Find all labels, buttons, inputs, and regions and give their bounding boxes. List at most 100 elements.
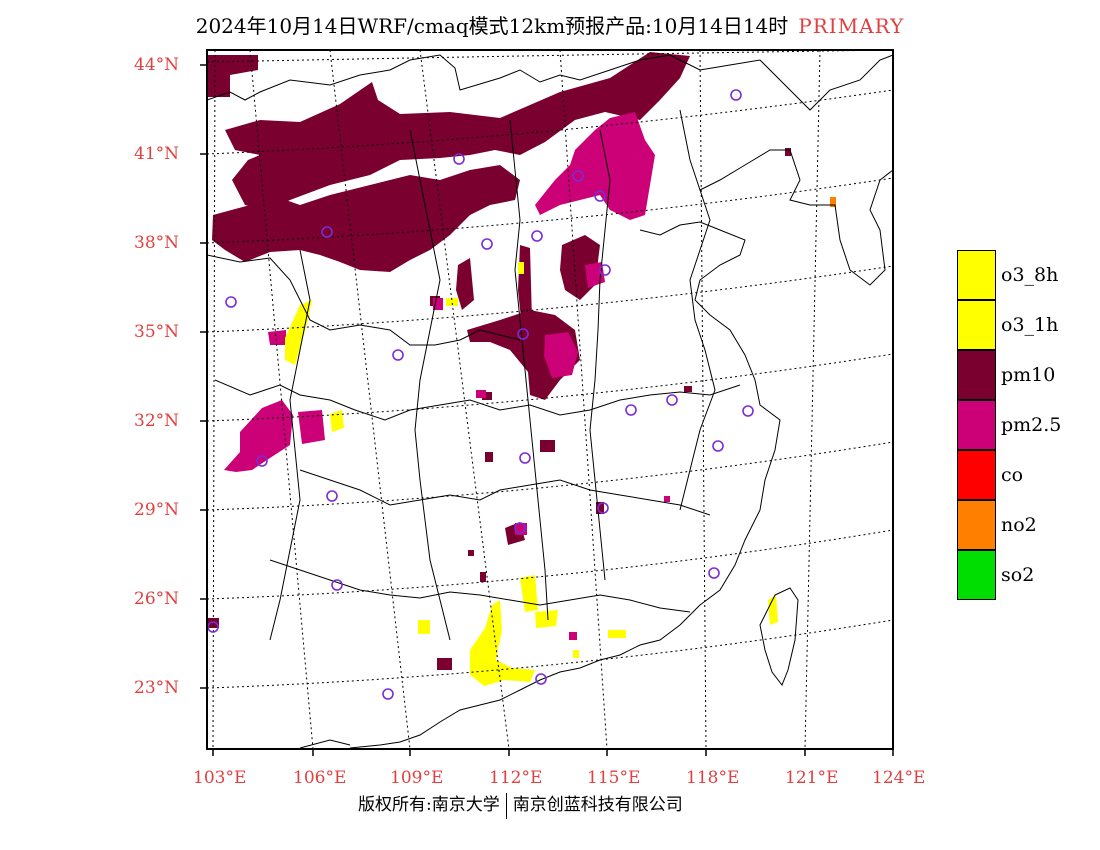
pm10-guangxi-patch (437, 658, 452, 670)
lon-label-118: 118°E (686, 768, 740, 788)
lat-label-29: 29°N (134, 500, 180, 520)
station-marker (531, 230, 543, 242)
pm25-sichuan-region (224, 400, 293, 472)
pm10-north-band (207, 55, 258, 97)
legend-swatch (957, 500, 996, 550)
province-line-2 (214, 379, 741, 421)
province-line-9 (679, 109, 716, 511)
grid-lat-23 (207, 619, 893, 689)
o3-gansu-patch (285, 300, 312, 365)
pm25-speck-4 (569, 632, 577, 640)
copyright-right: 南京创蓝科技有限公司 (512, 795, 683, 815)
pm10-speck-9 (468, 550, 474, 556)
o3-taiwan-patch (768, 595, 778, 625)
station-marker (256, 455, 268, 467)
legend-label: o3_8h (1001, 264, 1059, 286)
legend-swatch (957, 350, 996, 400)
grid-lon-118 (699, 50, 707, 749)
o3-speck-3 (573, 650, 579, 658)
station-marker (382, 688, 394, 700)
legend-swatch (957, 300, 996, 350)
pm10-speck-3 (485, 452, 493, 462)
o3-speck-4 (608, 630, 626, 638)
lat-label-44: 44°N (134, 55, 180, 75)
station-marker (708, 567, 720, 579)
station-marker (331, 579, 343, 591)
grid-lon-109 (329, 50, 411, 749)
station-marker (392, 349, 404, 361)
legend-label: no2 (1001, 514, 1037, 536)
boundary-lines (207, 54, 893, 749)
station-marker (712, 440, 724, 452)
station-marker (535, 673, 547, 685)
station-marker (594, 190, 606, 202)
legend-swatch (957, 550, 996, 600)
grid-lat-38 (207, 177, 893, 244)
station-markers (207, 89, 754, 700)
o3-speck-2 (418, 620, 430, 634)
province-line-6 (509, 119, 549, 621)
pm25-sichuan-east (298, 410, 325, 444)
pm25-speck-2 (476, 390, 486, 398)
station-marker (572, 170, 584, 182)
legend-swatch (957, 450, 996, 500)
pm10-ordos-band (212, 165, 520, 272)
lon-label-103: 103°E (193, 768, 247, 788)
grid-lon-106 (249, 50, 314, 749)
primary-tag: PRIMARY (798, 14, 905, 38)
station-marker (517, 328, 529, 340)
footer-separator (505, 792, 507, 819)
station-marker (514, 522, 526, 534)
station-marker (225, 296, 237, 308)
station-marker (742, 405, 754, 417)
map-title-main: 2024年10月14日WRF/cmaq模式12km预报产品:10月14日14时 (195, 14, 789, 38)
pm25-speck-5 (664, 496, 670, 502)
north-border (207, 54, 893, 111)
station-marker (599, 264, 611, 276)
lon-label-112: 112°E (489, 768, 543, 788)
o3-sichuan-patch (330, 410, 344, 432)
legend-label: pm2.5 (1001, 414, 1062, 436)
hainan-coast (299, 739, 351, 749)
legend-swatch (957, 400, 996, 450)
grid-lines (207, 50, 893, 749)
lat-label-35: 35°N (134, 322, 180, 342)
grid-lon-103 (212, 50, 216, 749)
legend-label: o3_1h (1001, 314, 1059, 336)
station-marker (625, 404, 637, 416)
grid-lon-121 (804, 50, 821, 749)
province-line-3 (299, 469, 711, 516)
lat-label-41: 41°N (134, 144, 180, 164)
pm10-speck-4 (540, 440, 555, 452)
o3-regions (285, 262, 778, 686)
province-line-7 (589, 129, 611, 581)
province-line-1 (207, 254, 521, 346)
pm25-beijing-region (535, 112, 655, 220)
grid-lat-32 (207, 353, 893, 422)
grid-lat-29 (207, 441, 893, 511)
station-marker (321, 226, 333, 238)
legend-label: so2 (1001, 564, 1035, 586)
pm10-speck-6 (684, 386, 692, 392)
pm10-speck-2 (482, 392, 492, 400)
pm10-shanxi-patch-2 (456, 258, 474, 310)
lon-label-109: 109°E (390, 768, 444, 788)
pm25-speck-1 (433, 298, 443, 310)
station-marker (481, 238, 493, 250)
grid-lon-115 (559, 50, 608, 749)
copyright-left: 版权所有:南京大学 (358, 795, 500, 815)
east-coastline (349, 221, 781, 749)
grid-lat-41 (207, 89, 893, 155)
lat-label-23: 23°N (134, 678, 180, 698)
grid-lat-26 (207, 529, 893, 600)
pm10-speck-8 (207, 618, 219, 628)
no2-patch (830, 197, 836, 207)
o3-speck-5 (446, 298, 458, 306)
province-line-4 (269, 559, 691, 613)
legend-swatch (957, 250, 996, 300)
map-title: 2024年10月14日WRF/cmaq模式12km预报产品:10月14日14时 P… (0, 10, 1100, 39)
lat-label-26: 26°N (134, 589, 180, 609)
pm25-henan-patch (544, 332, 578, 378)
o3-guangdong-coast (535, 610, 558, 628)
pm10-speck-10 (480, 572, 486, 582)
